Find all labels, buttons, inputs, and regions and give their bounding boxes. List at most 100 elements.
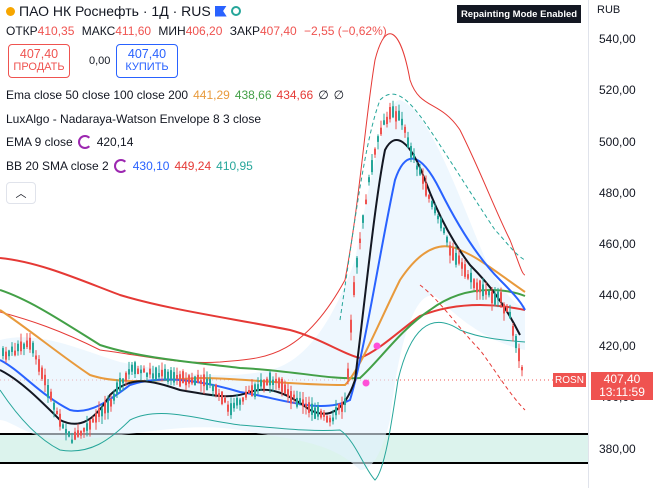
indicator-value: 441,29 — [193, 88, 230, 102]
candle-body — [500, 292, 502, 302]
candle-body — [521, 366, 523, 371]
candle-body — [89, 420, 91, 430]
indicator-value: 449,24 — [174, 159, 212, 173]
candle-body — [410, 146, 412, 158]
candle-body — [152, 373, 154, 379]
candle-body — [473, 279, 475, 289]
price-tick: 440,00 — [599, 288, 636, 302]
last-price-value: 407,40 — [603, 372, 641, 386]
candle-body — [122, 378, 124, 384]
candle-body — [245, 391, 247, 398]
candle-body — [368, 177, 370, 183]
candle-body — [284, 384, 286, 394]
candle-body — [140, 369, 142, 374]
collapse-legend-button[interactable]: ︿ — [6, 182, 36, 204]
candle-body — [176, 374, 178, 379]
candle-body — [416, 165, 418, 170]
candle-body — [488, 290, 490, 296]
candle-body — [227, 404, 229, 412]
candle-body — [218, 393, 220, 397]
indicator-name: Ema close 50 close 100 close 200 — [6, 88, 189, 102]
flag-icon[interactable] — [214, 5, 227, 17]
candle-body — [65, 428, 67, 434]
candle-body — [146, 372, 148, 377]
indicator-value: 438,66 — [234, 88, 272, 102]
loading-icon — [113, 159, 128, 173]
signal-marker[interactable] — [373, 342, 381, 350]
candle-body — [386, 116, 388, 125]
price-chart[interactable] — [0, 0, 588, 488]
bar-countdown: 13:11:59 — [599, 385, 645, 399]
low-value: 406,20 — [185, 24, 223, 38]
candlestick-series — [2, 100, 523, 445]
candle-body — [242, 397, 244, 402]
chart-area[interactable]: ПАО НК Роснефть · 1Д · RUS Repainting Mo… — [0, 0, 588, 488]
candle-body — [371, 160, 373, 173]
indicator-value: 410,95 — [216, 159, 253, 173]
candle-body — [230, 403, 232, 416]
chart-title-row: ПАО НК Роснефть · 1Д · RUS — [6, 3, 241, 19]
candle-body — [251, 385, 253, 397]
indicator-bb[interactable]: BB 20 SMA close 2 430,10 449,24 410,95 — [6, 159, 253, 173]
candle-body — [512, 326, 514, 336]
candle-body — [338, 403, 340, 410]
indicator-nw-envelope[interactable]: LuxAlgo - Nadaraya-Watson Envelope 8 3 c… — [6, 112, 261, 126]
candle-body — [464, 264, 466, 277]
candle-body — [506, 308, 508, 312]
candle-body — [35, 355, 37, 360]
price-tick: 520,00 — [599, 83, 636, 97]
candle-body — [380, 127, 382, 135]
candle-body — [311, 403, 313, 415]
candle-body — [14, 350, 16, 356]
candle-body — [491, 291, 493, 304]
candle-body — [233, 402, 235, 409]
candle-body — [56, 410, 58, 415]
candle-body — [137, 368, 139, 374]
candle-body — [356, 257, 358, 268]
price-tick: 500,00 — [599, 135, 636, 149]
candle-body — [2, 348, 4, 356]
spread-value: 0,00 — [89, 55, 111, 67]
candle-body — [149, 368, 151, 375]
candle-body — [161, 369, 163, 377]
sell-button[interactable]: 407,40 ПРОДАТЬ — [8, 44, 70, 78]
candle-body — [116, 382, 118, 395]
candle-body — [503, 304, 505, 314]
price-scale[interactable]: RUB 540,00 520,00 500,00 480,00 460,00 4… — [588, 0, 655, 488]
candle-body — [287, 389, 289, 398]
bb-band-fill — [0, 100, 525, 470]
sell-price: 407,40 — [19, 47, 59, 61]
candle-body — [443, 227, 445, 234]
candle-body — [95, 413, 97, 423]
candle-body — [185, 378, 187, 386]
candle-body — [389, 107, 391, 120]
candle-body — [440, 218, 442, 229]
candle-body — [413, 153, 415, 159]
candle-body — [5, 351, 7, 360]
chart-title[interactable]: ПАО НК Роснефть · 1Д · RUS — [19, 3, 211, 19]
buy-price: 407,40 — [127, 47, 167, 61]
candle-body — [41, 367, 43, 379]
close-label: ЗАКР — [229, 24, 260, 38]
candle-body — [392, 106, 394, 118]
candle-body — [104, 401, 106, 414]
candle-body — [50, 391, 52, 401]
candle-body — [260, 379, 262, 387]
bb-basis-line — [0, 157, 526, 412]
candle-body — [452, 248, 454, 261]
indicator-ema9[interactable]: EMA 9 close 420,14 — [6, 135, 133, 149]
candle-body — [350, 319, 352, 333]
candle-body — [353, 282, 355, 296]
candle-body — [92, 418, 94, 423]
buy-button[interactable]: 407,40 КУПИТЬ — [116, 44, 178, 78]
candle-body — [272, 379, 274, 386]
candle-body — [290, 391, 292, 404]
currency-label[interactable]: RUB — [597, 4, 621, 16]
price-tick: 380,00 — [599, 442, 636, 456]
indicator-ema-multi[interactable]: Ema close 50 close 100 close 200 441,29 … — [6, 88, 344, 102]
low-label: МИН — [158, 24, 186, 38]
data-status-icon[interactable] — [230, 6, 241, 16]
signal-marker[interactable] — [362, 379, 370, 387]
candle-body — [206, 378, 208, 391]
candle-body — [191, 377, 193, 384]
